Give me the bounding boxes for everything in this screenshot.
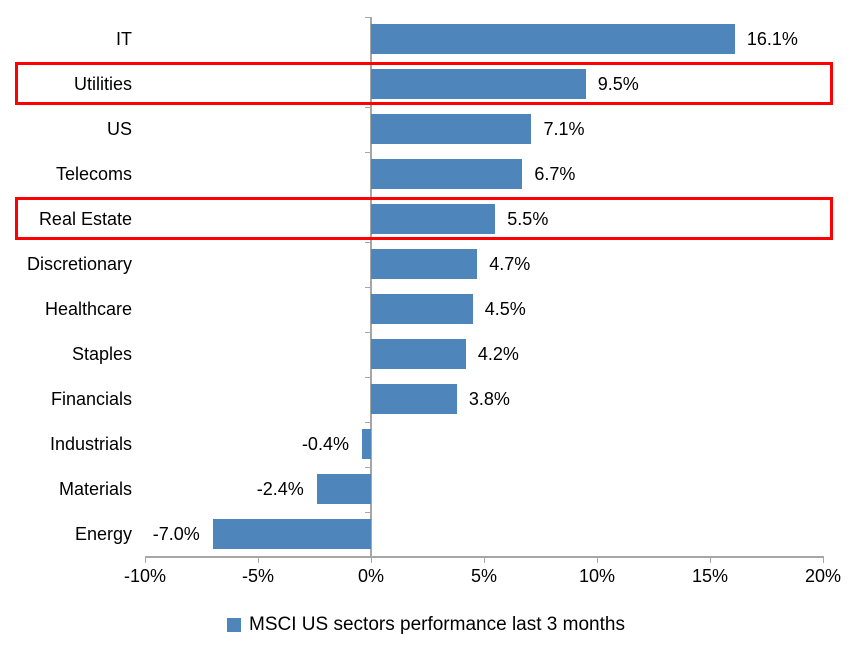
legend: MSCI US sectors performance last 3 month… — [0, 611, 852, 639]
value-label-healthcare: 4.5% — [484, 299, 526, 319]
bar-financials — [371, 384, 457, 414]
category-axis-tick — [365, 467, 371, 468]
category-label-real-estate: Real Estate — [38, 209, 132, 229]
category-axis-tick — [365, 242, 371, 243]
category-axis-tick — [365, 332, 371, 333]
category-label-discretionary: Discretionary — [26, 254, 132, 274]
bar-staples — [371, 339, 466, 369]
value-label-utilities: 9.5% — [597, 74, 639, 94]
category-label-it: IT — [116, 29, 132, 49]
value-label-us: 7.1% — [543, 119, 585, 139]
value-label-discretionary: 4.7% — [489, 254, 531, 274]
category-label-utilities: Utilities — [73, 74, 132, 94]
category-label-us: US — [106, 119, 132, 139]
bar-energy — [212, 519, 371, 549]
value-axis-tick — [710, 557, 711, 563]
category-label-staples: Staples — [71, 344, 132, 364]
value-axis-label: -5% — [241, 566, 274, 586]
value-axis-label: 10% — [578, 566, 616, 586]
category-label-energy: Energy — [74, 524, 132, 544]
value-axis-label: 0% — [357, 566, 384, 586]
category-label-financials: Financials — [50, 389, 132, 409]
value-axis-tick — [258, 557, 259, 563]
value-label-financials: 3.8% — [468, 389, 510, 409]
category-label-healthcare: Healthcare — [44, 299, 132, 319]
bar-discretionary — [371, 249, 478, 279]
value-label-materials: -2.4% — [256, 479, 304, 499]
bar-telecoms — [371, 159, 523, 189]
highlight-box-real-estate — [15, 197, 833, 240]
value-label-staples: 4.2% — [477, 344, 519, 364]
bar-materials — [316, 474, 371, 504]
bar-healthcare — [371, 294, 473, 324]
value-label-telecoms: 6.7% — [534, 164, 576, 184]
bar-industrials — [361, 429, 371, 459]
category-label-industrials: Industrials — [49, 434, 132, 454]
value-axis-tick — [597, 557, 598, 563]
category-axis-tick — [365, 287, 371, 288]
value-axis-tick — [371, 557, 372, 563]
legend-marker-icon — [227, 618, 242, 632]
category-axis-tick — [365, 17, 371, 18]
value-axis-label: 20% — [804, 566, 842, 586]
category-axis-line — [370, 17, 372, 557]
value-axis-tick — [823, 557, 824, 563]
highlight-box-utilities — [15, 62, 833, 105]
bar-utilities — [371, 69, 586, 99]
value-axis-label: -10% — [123, 566, 167, 586]
category-axis-tick — [365, 557, 371, 558]
value-label-real-estate: 5.5% — [507, 209, 549, 229]
category-label-materials: Materials — [58, 479, 132, 499]
value-label-energy: -7.0% — [152, 524, 200, 544]
value-label-industrials: -0.4% — [301, 434, 349, 454]
legend-label: MSCI US sectors performance last 3 month… — [249, 614, 625, 635]
bar-us — [371, 114, 532, 144]
category-label-telecoms: Telecoms — [55, 164, 132, 184]
category-axis-tick — [365, 512, 371, 513]
bar-real-estate — [371, 204, 496, 234]
value-axis-label: 15% — [691, 566, 729, 586]
category-axis-tick — [365, 377, 371, 378]
value-axis-tick — [145, 557, 146, 563]
category-axis-tick — [365, 152, 371, 153]
value-label-it: 16.1% — [746, 29, 798, 49]
category-axis-tick — [365, 107, 371, 108]
value-axis-tick — [484, 557, 485, 563]
value-axis-label: 5% — [470, 566, 497, 586]
category-axis-tick — [365, 422, 371, 423]
bar-it — [371, 24, 735, 54]
